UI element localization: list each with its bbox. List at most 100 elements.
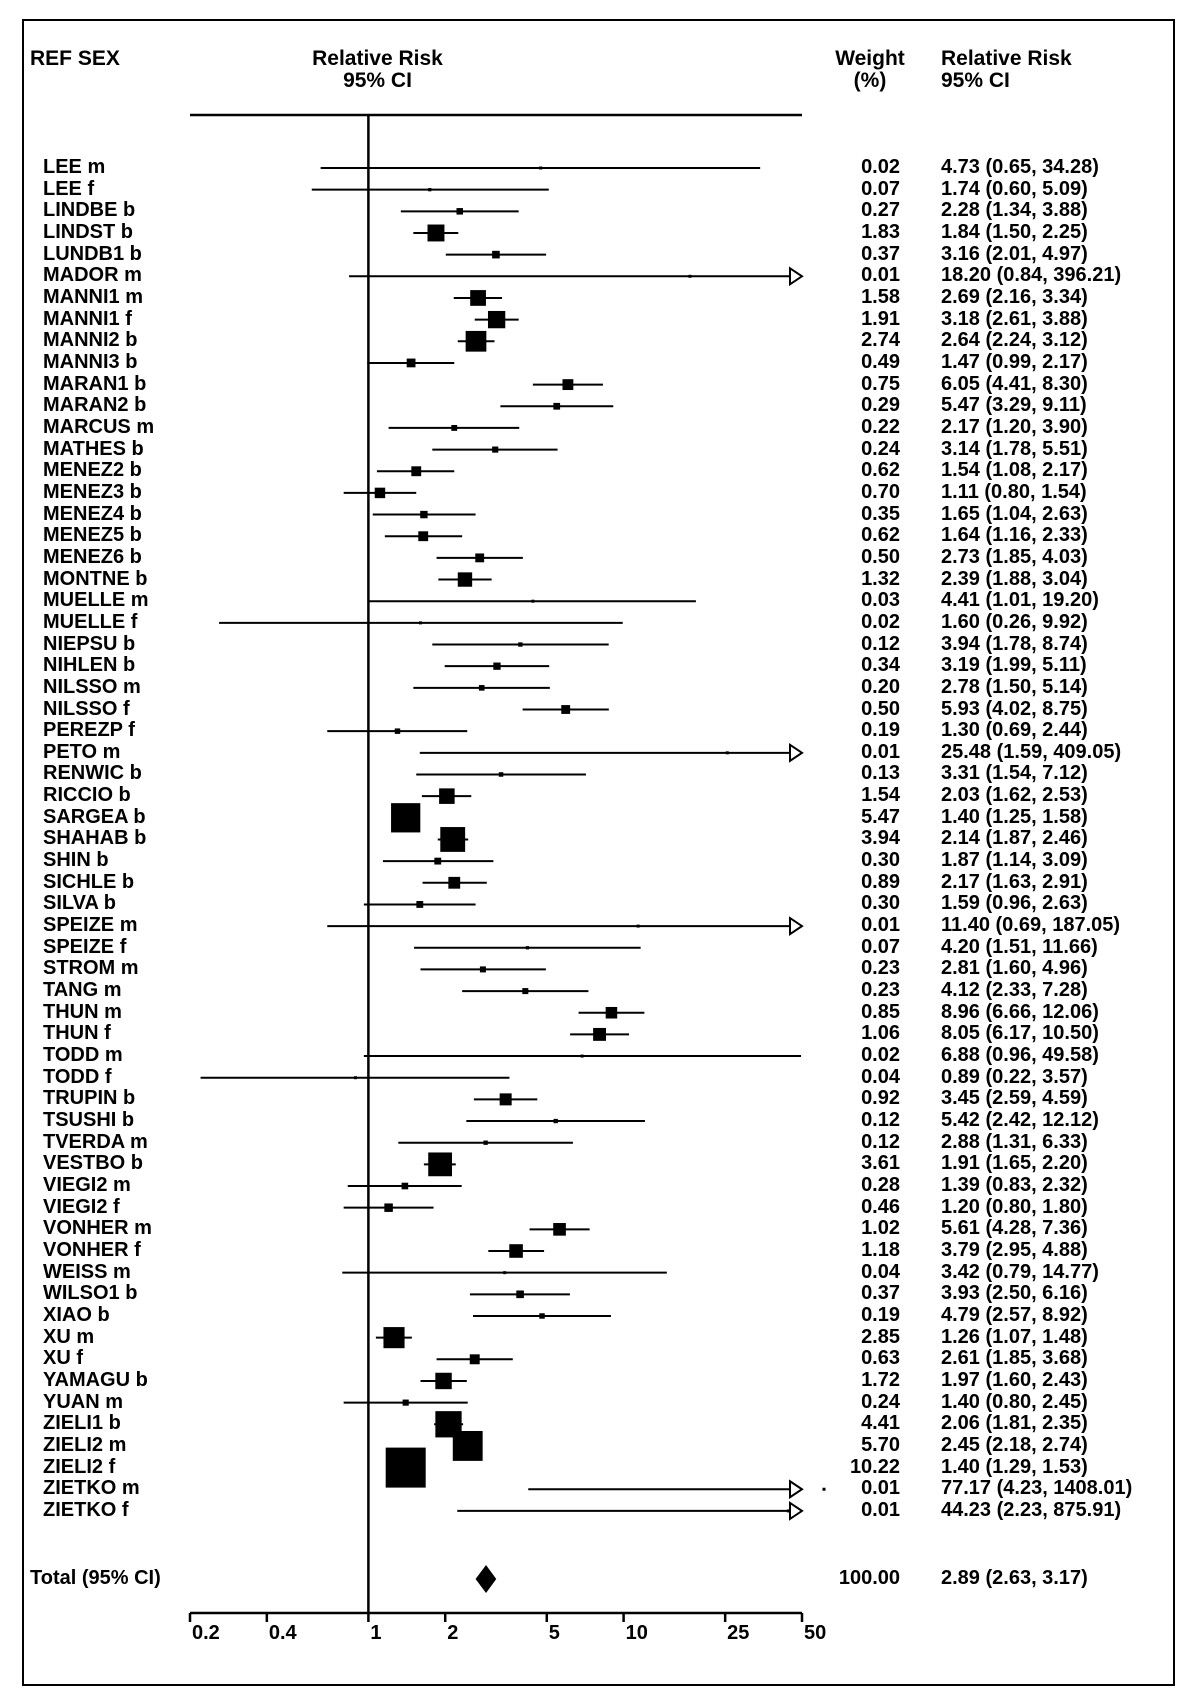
ci-arrow [789,742,804,763]
rr-ci-value: 3.93 (2.50, 6.16) [941,1282,1088,1305]
weight-value: 0.12 [861,1109,900,1132]
study-label: TRUPIN b [43,1087,136,1110]
header-plot-line2: 95% CI [343,69,412,92]
weight-value: 5.70 [861,1433,900,1456]
x-tick-label: 5 [549,1622,560,1644]
x-tick-label: 25 [727,1622,749,1644]
point-estimate [539,166,543,170]
ci-arrow [789,1479,804,1500]
rr-ci-value: 1.39 (0.83, 2.32) [941,1174,1088,1197]
study-label: WEISS m [43,1260,131,1283]
study-label: MANNI1 m [43,285,144,308]
rr-ci-value: 1.20 (0.80, 1.80) [941,1195,1088,1218]
weight-value: 1.02 [861,1217,900,1240]
point-estimate [418,621,422,625]
rr-ci-value: 77.17 (4.23, 1408.01) [941,1477,1133,1500]
header-weight: Weight (%) [820,48,920,92]
study-label: SHIN b [43,849,109,872]
point-estimate [439,788,455,804]
study-label: MANNI2 b [43,329,138,352]
point-estimate [525,946,530,950]
study-label: XU m [43,1325,95,1348]
rr-ci-value: 4.73 (0.65, 34.28) [941,156,1099,178]
weight-value: 3.94 [861,827,900,850]
rr-ci-value: 3.16 (2.01, 4.97) [941,242,1088,265]
rr-ci-value: 3.79 (2.95, 4.88) [941,1239,1088,1261]
study-label: MENEZ2 b [43,459,142,482]
weight-value: 1.32 [861,567,900,590]
rr-ci-value: 1.65 (1.04, 2.63) [941,502,1088,525]
rr-ci-value: 0.89 (0.22, 3.57) [941,1065,1088,1088]
rr-ci-value: 4.41 (1.01, 19.20) [941,589,1099,612]
weight-value: 0.30 [861,849,900,872]
study-label: ZIETKO m [43,1477,140,1500]
rr-ci-value: 2.14 (1.87, 2.46) [941,827,1088,850]
study-label: THUN f [43,1022,111,1045]
rr-ci-value: 2.17 (1.20, 3.90) [941,415,1088,438]
x-tick-label: 50 [804,1622,826,1644]
point-estimate [451,424,458,431]
study-label: XIAO b [43,1303,110,1326]
weight-value: 0.07 [861,935,900,958]
study-label: VESTBO b [43,1152,144,1175]
point-estimate [478,685,485,691]
study-label: MUELLE f [43,610,138,633]
weight-value: 0.19 [861,719,900,742]
study-label: SHAHAB b [43,827,147,850]
rr-ci-value: 5.47 (3.29, 9.11) [941,394,1087,417]
study-label: MADOR m [43,264,142,287]
weight-value: 0.29 [861,394,900,417]
rr-ci-value: 1.60 (0.26, 9.92) [941,610,1088,633]
weight-value: 0.63 [861,1347,900,1370]
rr-ci-value: 3.31 (1.54, 7.12) [941,762,1088,785]
weight-value: 0.24 [861,1390,900,1413]
header-rr-line1: Relative Risk [941,47,1072,70]
weight-value: 1.83 [861,220,900,243]
weight-value: 0.50 [861,545,900,568]
rr-ci-value: 5.93 (4.02, 8.75) [941,697,1088,720]
weight-value: 0.85 [861,1000,900,1023]
weight-value: 0.01 [861,740,900,763]
weight-value: 0.28 [861,1174,900,1197]
study-label: SICHLE b [43,870,135,893]
study-label: MARAN2 b [43,394,147,417]
figure-frame [22,19,1175,1686]
rr-ci-value: 1.91 (1.65, 2.20) [941,1152,1088,1175]
point-estimate [636,924,640,928]
rr-ci-value: 2.61 (1.85, 3.68) [941,1347,1088,1370]
point-estimate [539,1313,545,1319]
rr-ci-value: 1.40 (1.25, 1.58) [941,805,1088,828]
x-tick-label: 2 [447,1622,458,1644]
point-estimate [531,599,535,603]
weight-value: 0.19 [861,1303,900,1326]
weight-value: 0.27 [861,199,900,222]
rr-ci-value: 6.05 (4.41, 8.30) [941,372,1088,395]
study-label: PETO m [43,740,121,763]
header-rr: Relative Risk 95% CI [941,48,1072,92]
point-estimate [786,1509,790,1513]
rr-ci-value: 3.45 (2.59, 4.59) [941,1087,1088,1110]
study-label: SPEIZE m [43,914,138,937]
rr-ci-value: 3.42 (0.79, 14.77) [941,1260,1099,1283]
rr-ci-value: 4.12 (2.33, 7.28) [941,979,1088,1002]
rr-ci-value: 8.96 (6.66, 12.06) [941,1000,1099,1023]
header-weight-line2: (%) [853,69,887,92]
rr-ci-value: 2.39 (1.88, 3.04) [941,567,1088,590]
rr-ci-value: 11.40 (0.69, 187.05) [941,914,1121,937]
rr-ci-value: 1.97 (1.60, 2.43) [941,1368,1088,1391]
header-rr-line2: 95% CI [941,69,1010,92]
point-estimate [498,772,504,777]
weight-value: 0.37 [861,1282,900,1305]
study-label: PEREZP f [43,719,135,742]
study-label: STROM m [43,957,139,980]
study-label: SILVA b [43,892,116,915]
header-plot-line1: Relative Risk [312,47,443,70]
study-label: TSUSHI b [43,1109,135,1132]
rr-ci-value: 18.20 (0.84, 396.21) [941,264,1122,287]
rr-ci-value: 1.47 (0.99, 2.17) [941,350,1088,373]
study-label: ZIETKO f [43,1498,129,1521]
rr-ci-value: 3.18 (2.61, 3.88) [941,307,1088,330]
study-label: WILSO1 b [43,1282,138,1305]
ci-arrow [789,1501,804,1521]
